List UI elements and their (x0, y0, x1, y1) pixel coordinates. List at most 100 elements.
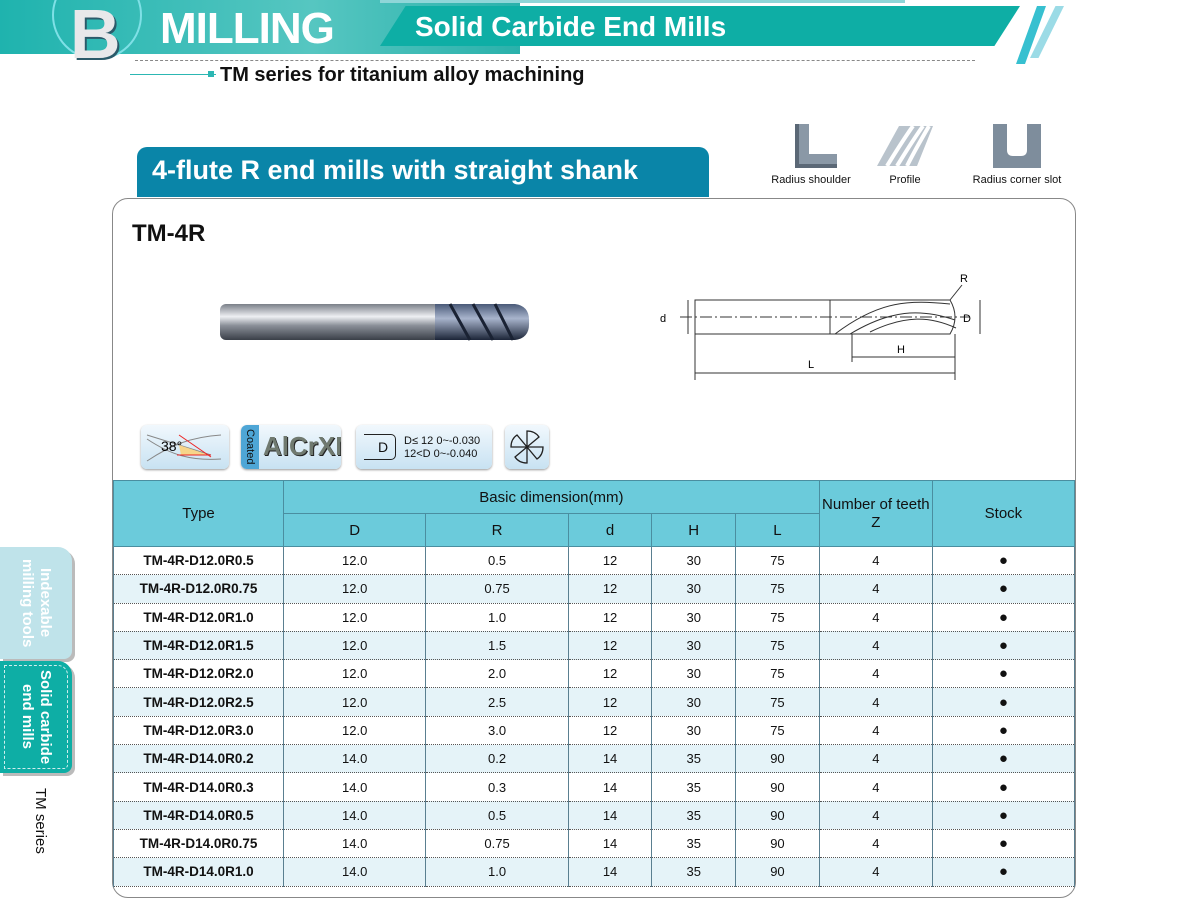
cell-value: 14 (567, 801, 653, 830)
radius-corner-slot-icon (993, 124, 1041, 168)
table-row: TM-4R-D14.0R0.75 14.0 0.75 14 35 90 4 ● (113, 829, 1076, 859)
cell-type: TM-4R-D12.0R3.0 (113, 716, 284, 746)
cell-type: TM-4R-D12.0R0.75 (113, 574, 284, 604)
cell-value: 75 (735, 687, 820, 717)
cell-value: 12.0 (282, 716, 427, 746)
cell-value: 90 (735, 744, 820, 774)
cell-value: 12 (567, 659, 653, 689)
col-h: H (651, 513, 737, 547)
cell-type: TM-4R-D12.0R0.5 (113, 546, 284, 576)
cell-value: 4 (818, 829, 933, 859)
cell-value: 0.5 (425, 546, 569, 576)
table-row: TM-4R-D12.0R1.5 12.0 1.5 12 30 75 4 ● (113, 631, 1076, 661)
series-marker (208, 71, 214, 77)
cell-value: 1.0 (425, 603, 569, 632)
four-flute-icon (510, 430, 544, 464)
cell-value: 90 (735, 829, 820, 859)
table-row: TM-4R-D14.0R0.2 14.0 0.2 14 35 90 4 ● (113, 744, 1076, 774)
cell-value: 12 (567, 546, 653, 576)
header-subtitle-banner (380, 6, 1020, 46)
col-d: D (282, 513, 427, 547)
cell-value: 30 (651, 546, 737, 576)
end-mill-photo (220, 303, 530, 341)
stock-indicator: ● (931, 687, 1076, 717)
teeth-symbol: Z (871, 513, 881, 531)
cell-value: 12.0 (282, 659, 427, 689)
cell-value: 12 (567, 687, 653, 717)
cell-value: 90 (735, 801, 820, 830)
cell-type: TM-4R-D12.0R2.5 (113, 687, 284, 717)
cell-value: 30 (651, 631, 737, 661)
tolerance-line: 12<D 0~-0.040 (404, 448, 478, 460)
cell-value: 30 (651, 603, 737, 632)
drawing-label-d-shank: d (660, 313, 666, 325)
cell-value: 0.75 (425, 574, 569, 604)
cell-value: 1.5 (425, 631, 569, 661)
stock-indicator: ● (931, 744, 1076, 774)
side-tab-label: Indexable milling tools (19, 558, 54, 648)
teeth-label: Number of teeth (822, 495, 930, 513)
side-tab-label: Solid carbide end mills (19, 669, 54, 765)
section-heading: MILLING (160, 4, 335, 53)
cell-value: 4 (818, 716, 933, 746)
cell-value: 35 (651, 744, 737, 774)
table-row: TM-4R-D12.0R3.0 12.0 3.0 12 30 75 4 ● (113, 716, 1076, 746)
col-teeth: Number of teeth Z (818, 480, 933, 547)
cell-value: 14 (567, 744, 653, 774)
divider (135, 60, 975, 61)
cell-value: 14 (567, 857, 653, 887)
cell-value: 30 (651, 574, 737, 604)
cell-value: 14.0 (282, 744, 427, 774)
application-radius-shoulder: Radius shoulder (766, 120, 856, 186)
radius-shoulder-icon (795, 124, 837, 168)
cell-value: 12 (567, 716, 653, 746)
drawing-label-h: H (897, 344, 905, 356)
specification-table: Type Basic dimension(mm) Number of teeth… (113, 480, 1076, 887)
cell-type: TM-4R-D14.0R0.75 (113, 829, 284, 859)
col-d-shank: d (567, 513, 653, 547)
header-top-line (380, 0, 905, 3)
cell-value: 12.0 (282, 631, 427, 661)
coated-label: Coated (241, 425, 259, 469)
cell-value: 0.2 (425, 744, 569, 774)
series-title: TM series for titanium alloy machining (220, 64, 585, 86)
stock-indicator: ● (931, 801, 1076, 830)
cell-value: 35 (651, 829, 737, 859)
table-row: TM-4R-D12.0R2.5 12.0 2.5 12 30 75 4 ● (113, 687, 1076, 717)
cell-value: 75 (735, 631, 820, 661)
coating-badge: Coated AlCrXN (241, 425, 341, 469)
cell-value: 14 (567, 829, 653, 859)
cell-value: 90 (735, 857, 820, 887)
col-type: Type (113, 480, 284, 547)
cell-value: 12.0 (282, 574, 427, 604)
side-tab-indexable[interactable]: Indexable milling tools (0, 547, 72, 659)
cell-value: 4 (818, 687, 933, 717)
dimension-drawing: R D d H L (660, 273, 981, 380)
cell-value: 75 (735, 546, 820, 576)
table-row: TM-4R-D12.0R1.0 12.0 1.0 12 30 75 4 ● (113, 603, 1076, 632)
cell-value: 12 (567, 603, 653, 632)
cell-value: 0.5 (425, 801, 569, 830)
drawing-label-d-large: D (963, 313, 971, 325)
cell-value: 12.0 (282, 603, 427, 632)
cell-value: 12.0 (282, 546, 427, 576)
cell-type: TM-4R-D14.0R0.3 (113, 772, 284, 802)
table-row: TM-4R-D14.0R1.0 14.0 1.0 14 35 90 4 ● (113, 857, 1076, 887)
profile-icon (877, 124, 933, 168)
cell-value: 12 (567, 631, 653, 661)
series-connector (130, 74, 216, 75)
cell-value: 12.0 (282, 687, 427, 717)
cell-value: 4 (818, 603, 933, 632)
cell-type: TM-4R-D12.0R2.0 (113, 659, 284, 689)
cell-value: 0.75 (425, 829, 569, 859)
cell-value: 35 (651, 801, 737, 830)
side-tab-solid-carbide[interactable]: Solid carbide end mills (0, 661, 72, 773)
table-row: TM-4R-D12.0R0.75 12.0 0.75 12 30 75 4 ● (113, 574, 1076, 604)
cell-type: TM-4R-D14.0R0.2 (113, 744, 284, 774)
cell-value: 4 (818, 772, 933, 802)
cell-type: TM-4R-D12.0R1.5 (113, 631, 284, 661)
cell-value: 75 (735, 603, 820, 632)
application-label: Radius corner slot (972, 174, 1062, 186)
side-series-label: TM series (32, 788, 49, 854)
cell-value: 1.0 (425, 857, 569, 887)
